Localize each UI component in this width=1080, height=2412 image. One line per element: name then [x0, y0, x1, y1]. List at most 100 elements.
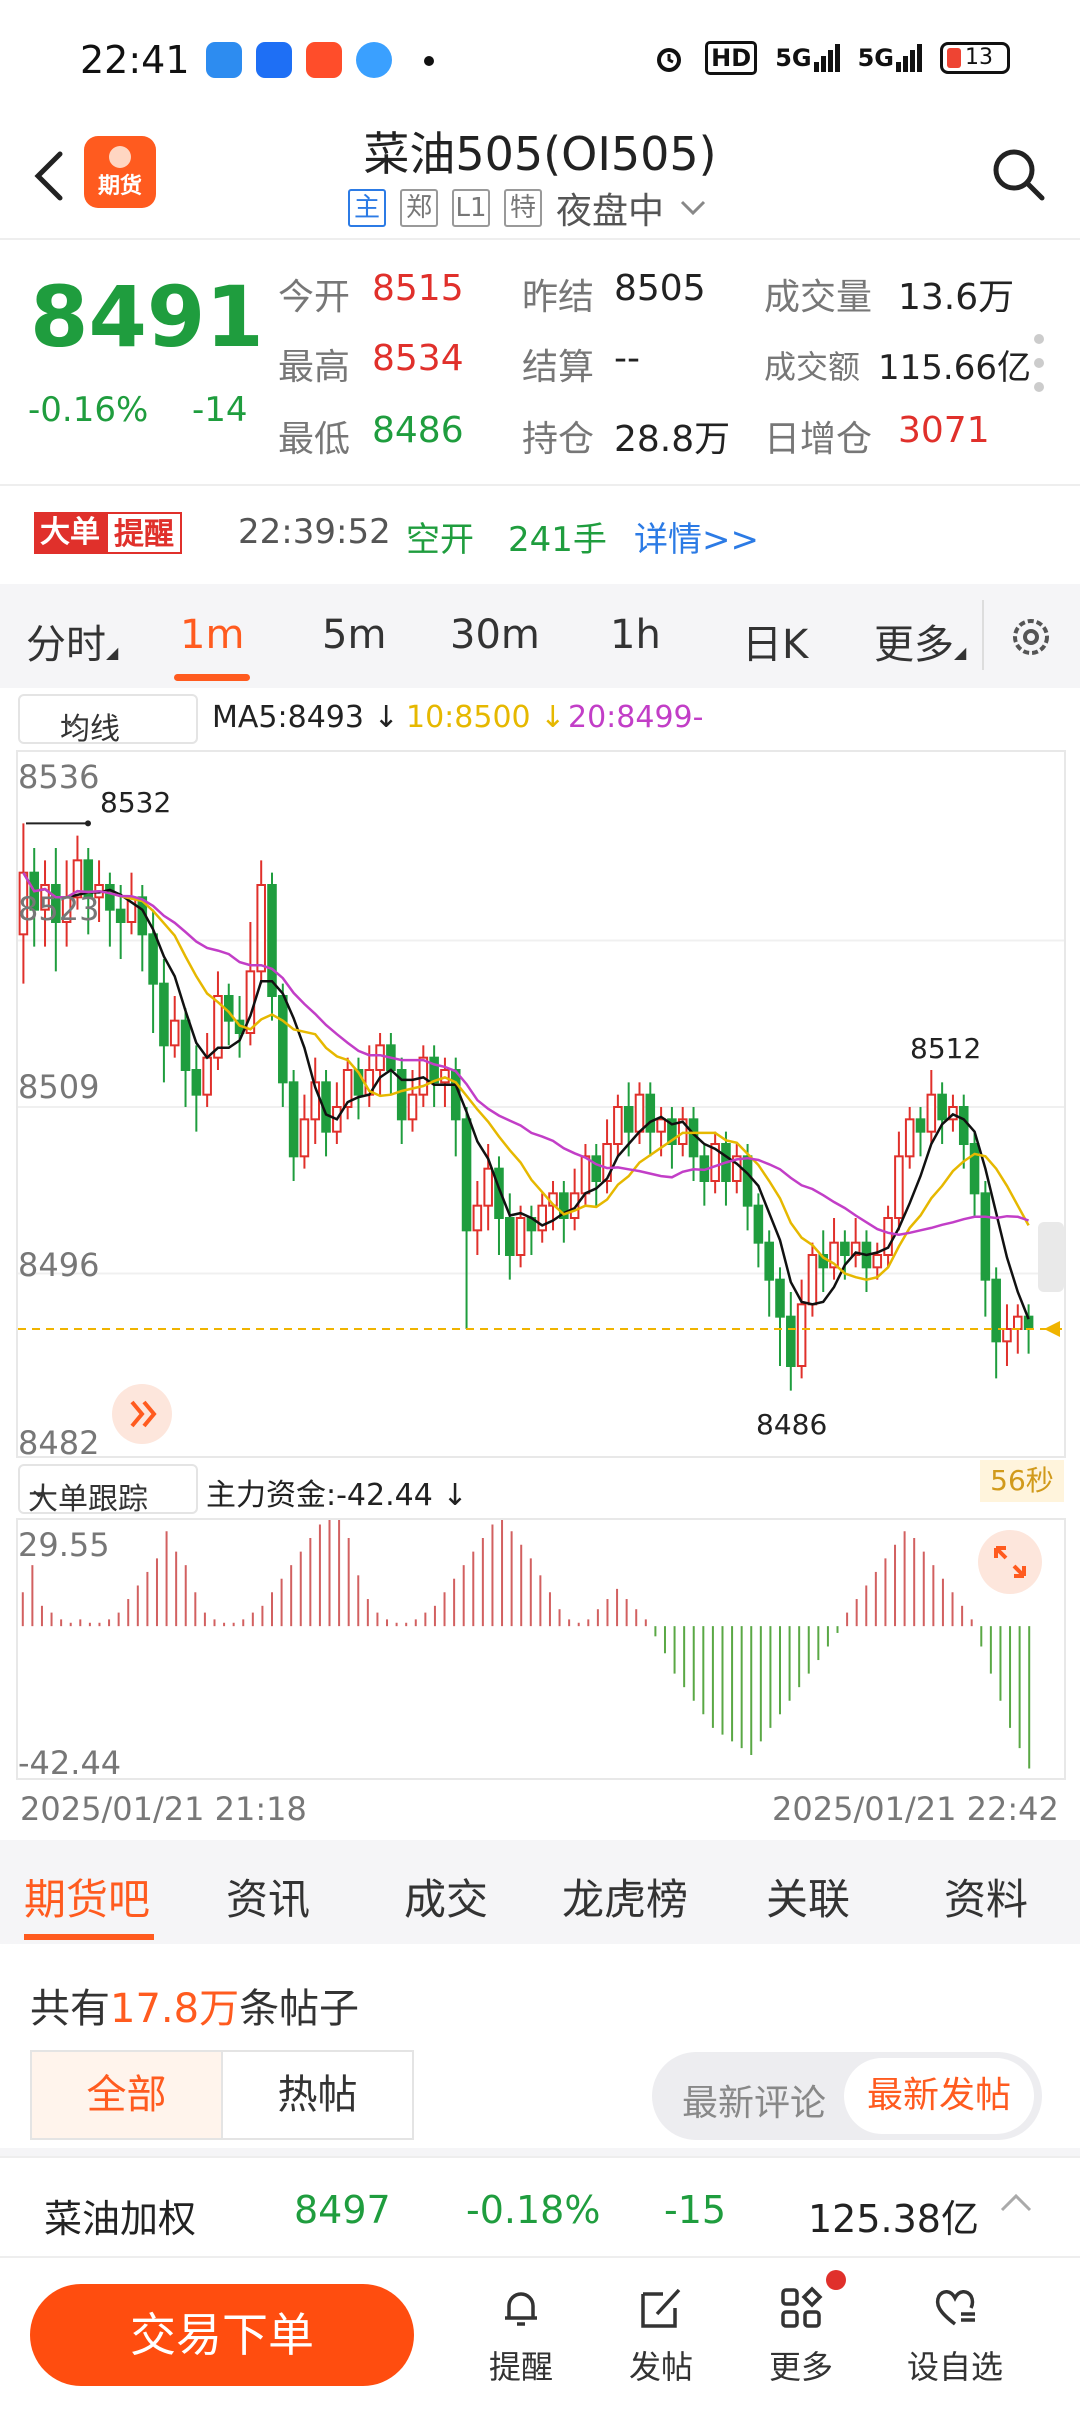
candle: [883, 1217, 893, 1256]
indicator-selector[interactable]: 大单跟踪 ⌄: [18, 1464, 198, 1517]
candle: [958, 1106, 969, 1145]
candle: [937, 1093, 947, 1121]
index-name: 菜油加权: [44, 2197, 197, 2241]
settle-value: --: [614, 338, 640, 379]
tab-5m[interactable]: 5m: [322, 612, 387, 658]
tab-separator: [982, 600, 984, 670]
candle: [202, 1056, 212, 1096]
candle: [72, 859, 83, 899]
tag-main: 主: [348, 189, 386, 227]
candle: [1002, 1328, 1012, 1343]
candle: [742, 1155, 753, 1207]
flow-y-max: 29.55: [18, 1526, 110, 1564]
alert-time: 22:39:52: [238, 512, 391, 552]
nav-post[interactable]: 发帖: [606, 2282, 716, 2388]
filter-all[interactable]: 全部: [32, 2052, 221, 2138]
candle: [872, 1254, 883, 1269]
post-filter: 全部 热帖: [30, 2050, 414, 2140]
gear-icon[interactable]: [1006, 612, 1056, 662]
tag-special: 特: [504, 189, 542, 227]
annot-low: 8486: [756, 1408, 828, 1441]
alert-type: 空开: [406, 520, 474, 560]
double-chevron-right-icon[interactable]: [110, 1382, 174, 1446]
candle: [375, 1044, 385, 1072]
tab-news[interactable]: 资讯: [226, 1875, 311, 1924]
tab-30m[interactable]: 30m: [450, 612, 540, 658]
turnover-label: 成交额: [764, 348, 861, 386]
alarm-icon: [657, 48, 682, 72]
period-tabs: 分时◢ 1m 5m 30m 1h 日K 更多◢: [0, 584, 1080, 688]
more-notifications-icon: [424, 56, 434, 66]
signal-5g-1: 5G: [775, 44, 840, 72]
filter-hot[interactable]: 热帖: [221, 2052, 412, 2138]
search-icon[interactable]: [988, 144, 1048, 204]
candle: [169, 1019, 180, 1047]
hd-label: HD: [705, 41, 758, 75]
ma20-value: 20:8499-: [568, 700, 704, 735]
ma5-line: [22, 872, 1030, 1320]
quote-divider: [0, 484, 1080, 486]
tab-1m[interactable]: 1m: [180, 612, 245, 658]
y-tick-2: 8523: [18, 890, 100, 928]
candle: [537, 1204, 547, 1232]
candle: [818, 1254, 829, 1269]
candle: [299, 1118, 310, 1158]
index-bar[interactable]: 菜油加权 8497 -0.18% -15 125.38亿: [0, 2156, 1080, 2258]
more-quote-icon[interactable]: [1034, 334, 1044, 394]
candle: [991, 1278, 1001, 1343]
tab-related[interactable]: 关联: [766, 1875, 851, 1924]
high-label: 最高: [278, 347, 351, 388]
candle: [764, 1241, 774, 1281]
tab-more[interactable]: 更多◢: [874, 622, 967, 668]
nav-more[interactable]: 更多: [746, 2282, 856, 2388]
nav-alert[interactable]: 提醒: [466, 2282, 576, 2388]
candle: [580, 1155, 591, 1195]
status-right: HD 5G 5G 13: [651, 40, 1010, 76]
settle-label: 结算: [522, 347, 595, 388]
oi-value: 28.8万: [614, 419, 731, 460]
back-arrow-icon[interactable]: [28, 148, 68, 204]
high-annotation-dot: [85, 820, 91, 827]
contract-tags[interactable]: 主 郑 L1 特 夜盘中: [348, 182, 708, 234]
tab-trades[interactable]: 成交: [404, 1875, 489, 1924]
futures-logo: 期货: [84, 136, 156, 208]
candle: [915, 1118, 926, 1133]
tab-profile[interactable]: 资料: [944, 1875, 1029, 1924]
start-date: 2025/01/21 21:18: [20, 1790, 307, 1828]
candle: [83, 859, 94, 899]
kline-chart[interactable]: [16, 750, 1066, 1458]
y-tick-3: 8509: [18, 1068, 100, 1106]
oi-change-label: 日增仓: [764, 419, 873, 460]
sort-latest-comment[interactable]: 最新评论: [682, 2083, 827, 2124]
chevron-up-icon[interactable]: [998, 2190, 1034, 2214]
tab-forum[interactable]: 期货吧: [24, 1875, 151, 1924]
candle: [396, 1069, 407, 1121]
alert-details-link[interactable]: 详情>>: [634, 520, 759, 560]
candle: [267, 884, 277, 997]
status-bar: 22:41 HD 5G 5G 13: [0, 0, 1080, 110]
chevron-down-icon: [680, 200, 706, 216]
trade-order-button[interactable]: 交易下单: [30, 2284, 414, 2386]
tab-1h[interactable]: 1h: [610, 612, 661, 658]
open-value: 8515: [372, 268, 464, 309]
nav-watchlist[interactable]: 设自选: [900, 2282, 1010, 2388]
ma20-line: [22, 872, 1030, 1236]
sort-latest-post[interactable]: 最新发帖: [844, 2058, 1034, 2134]
expand-icon[interactable]: [978, 1530, 1042, 1594]
band-divider: [0, 2148, 1080, 2156]
ma-selector[interactable]: 均线 ⌄: [18, 694, 198, 747]
prev-settle-value: 8505: [614, 268, 706, 309]
tab-dragon-tiger[interactable]: 龙虎榜: [562, 1875, 689, 1924]
candle: [51, 884, 61, 923]
edit-icon: [641, 2288, 681, 2328]
candle: [1013, 1315, 1023, 1331]
tag-exchange: 郑: [400, 189, 438, 227]
tab-daily[interactable]: 日K: [742, 622, 809, 668]
ma5-value: MA5:8493 ↓: [212, 700, 399, 735]
candle: [602, 1143, 612, 1182]
candle: [569, 1192, 580, 1220]
section-tabs: [0, 1840, 1080, 1944]
alert-qty: 241手: [508, 520, 607, 560]
tab-timeshare[interactable]: 分时◢: [26, 622, 119, 668]
candle: [623, 1106, 634, 1133]
